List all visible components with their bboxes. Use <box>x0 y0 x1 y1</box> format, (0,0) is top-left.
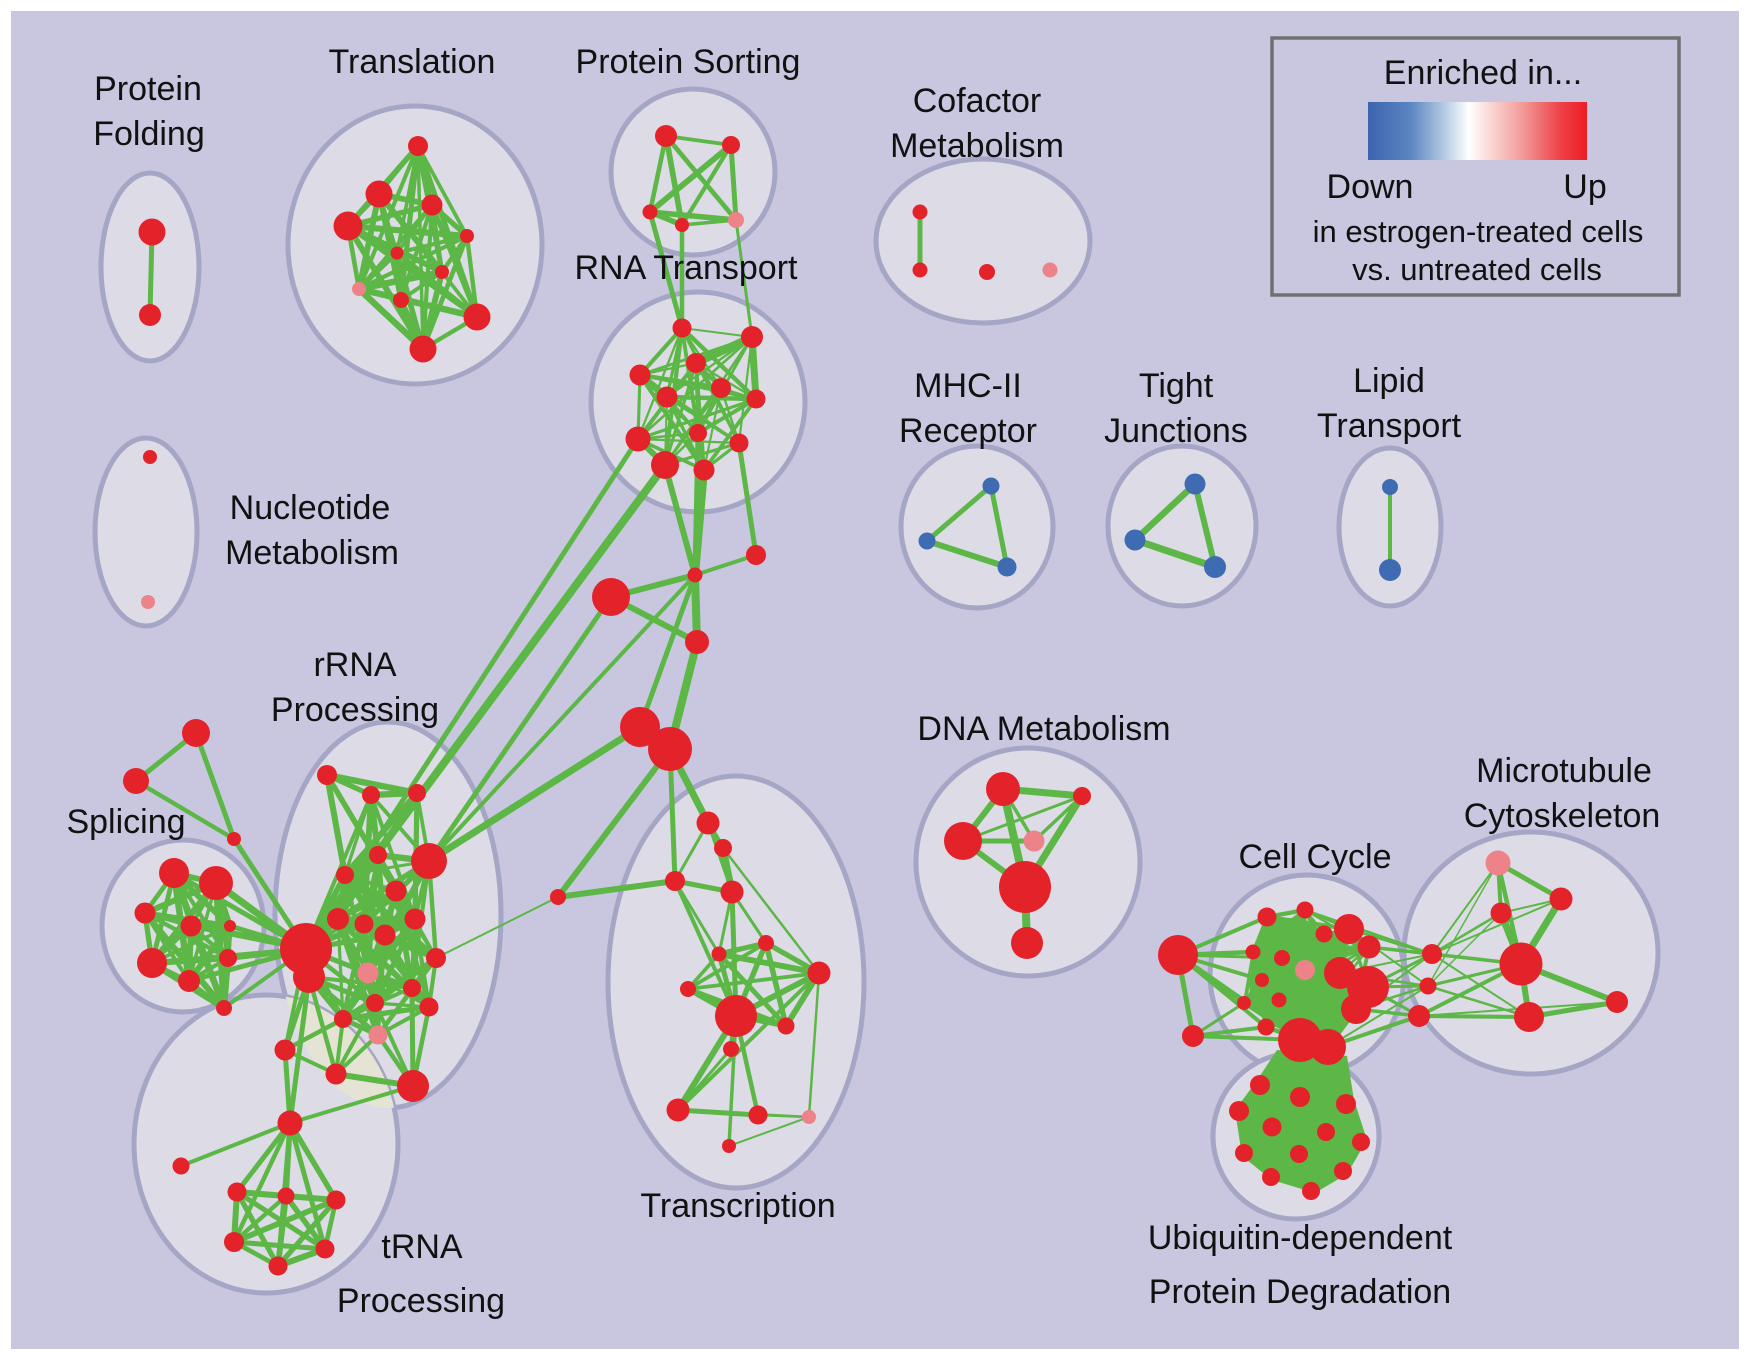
svg-text:Splicing: Splicing <box>66 803 185 841</box>
svg-text:tRNA: tRNA <box>381 1228 463 1266</box>
svg-text:Ubiquitin-dependent: Ubiquitin-dependent <box>1148 1219 1453 1257</box>
svg-text:Transcription: Transcription <box>640 1187 835 1225</box>
svg-text:Metabolism: Metabolism <box>225 534 399 572</box>
svg-text:rRNA: rRNA <box>313 646 396 684</box>
svg-text:vs. untreated cells: vs. untreated cells <box>1352 252 1602 287</box>
svg-text:Nucleotide: Nucleotide <box>230 489 391 527</box>
svg-text:Processing: Processing <box>271 691 439 729</box>
svg-text:Tight: Tight <box>1139 367 1214 405</box>
svg-text:in estrogen-treated cells: in estrogen-treated cells <box>1313 214 1644 249</box>
svg-text:Metabolism: Metabolism <box>890 127 1064 165</box>
svg-text:Microtubule: Microtubule <box>1476 752 1652 790</box>
svg-text:Receptor: Receptor <box>899 412 1037 450</box>
svg-text:Enriched in...: Enriched in... <box>1384 54 1582 92</box>
svg-text:Processing: Processing <box>337 1282 505 1320</box>
svg-text:Translation: Translation <box>329 43 496 81</box>
svg-text:MHC-II: MHC-II <box>914 367 1022 405</box>
svg-text:Up: Up <box>1563 168 1606 206</box>
svg-text:Protein Degradation: Protein Degradation <box>1149 1273 1451 1311</box>
svg-text:Junctions: Junctions <box>1104 412 1248 450</box>
svg-text:Folding: Folding <box>93 115 205 153</box>
svg-text:DNA Metabolism: DNA Metabolism <box>917 710 1170 748</box>
svg-text:Cell Cycle: Cell Cycle <box>1238 838 1391 876</box>
svg-text:Protein Sorting: Protein Sorting <box>576 43 801 81</box>
svg-text:Cofactor: Cofactor <box>913 82 1042 120</box>
svg-text:Down: Down <box>1327 168 1414 206</box>
svg-text:Protein: Protein <box>94 70 202 108</box>
svg-text:Transport: Transport <box>1317 407 1462 445</box>
svg-text:Lipid: Lipid <box>1353 362 1425 400</box>
svg-text:Cytoskeleton: Cytoskeleton <box>1464 797 1661 835</box>
svg-text:RNA Transport: RNA Transport <box>575 249 799 287</box>
